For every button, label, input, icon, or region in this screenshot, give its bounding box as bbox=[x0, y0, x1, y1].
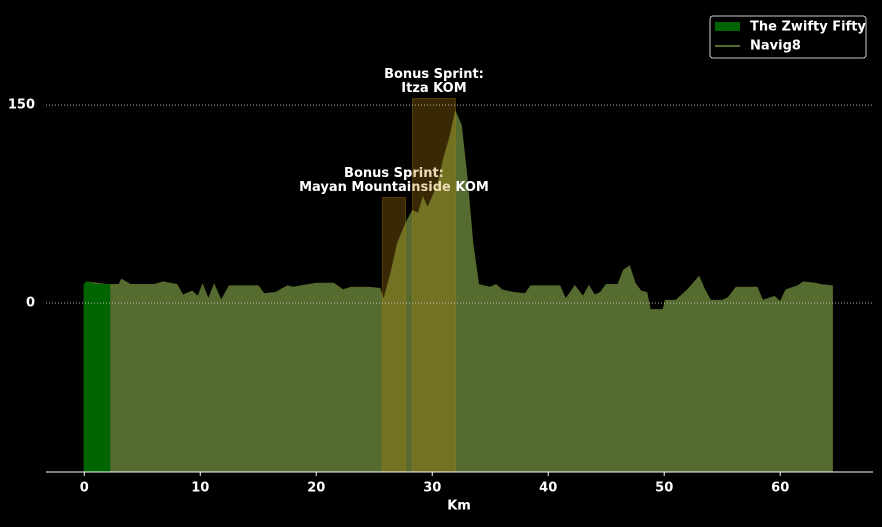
x-tick-label: 10 bbox=[191, 481, 209, 496]
x-tick-label: 0 bbox=[80, 481, 89, 496]
legend-label: Navig8 bbox=[750, 39, 801, 54]
annotation: Mayan Mountainside KOM bbox=[299, 180, 489, 195]
x-tick-label: 40 bbox=[539, 481, 557, 496]
sprint-region bbox=[381, 196, 407, 473]
y-tick-label: 150 bbox=[8, 98, 35, 113]
legend: The Zwifty Fifty Navig8 bbox=[709, 15, 867, 59]
elevation-area bbox=[83, 281, 111, 473]
annotation: Itza KOM bbox=[401, 81, 466, 96]
annotation: Bonus Sprint: bbox=[384, 67, 484, 82]
legend-swatch bbox=[715, 22, 740, 31]
y-tick-label: 0 bbox=[26, 296, 35, 311]
x-tick-label: 60 bbox=[771, 481, 789, 496]
sprint-region bbox=[412, 97, 456, 473]
legend-frame bbox=[709, 15, 867, 59]
x-tick-label: 50 bbox=[655, 481, 673, 496]
elevation-area bbox=[83, 110, 833, 473]
x-tick-label: 20 bbox=[307, 481, 325, 496]
x-tick-label: 30 bbox=[423, 481, 441, 496]
annotation: Bonus Sprint: bbox=[344, 166, 444, 181]
legend-label: The Zwifty Fifty bbox=[750, 20, 866, 35]
x-axis-label: Km bbox=[447, 499, 471, 514]
